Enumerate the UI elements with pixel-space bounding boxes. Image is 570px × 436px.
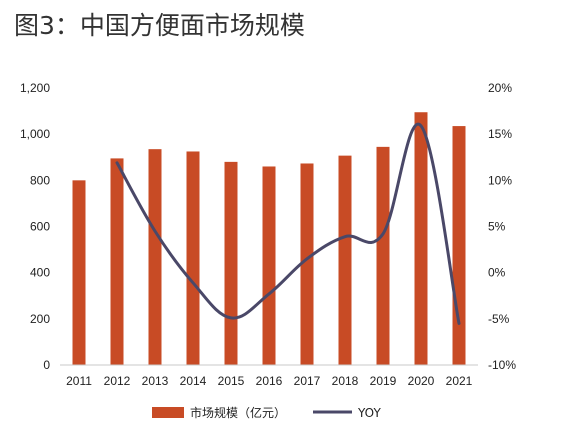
bar-2015 bbox=[224, 161, 238, 365]
bar-2011 bbox=[72, 180, 86, 365]
y-right-tick-label: 10% bbox=[488, 173, 512, 187]
y-left-tick-label: 200 bbox=[30, 312, 50, 326]
legend-bar-swatch bbox=[152, 407, 184, 418]
y-left-tick-label: 1,000 bbox=[20, 127, 50, 141]
y-left-tick-label: 600 bbox=[30, 220, 50, 234]
x-tick-label: 2015 bbox=[218, 374, 245, 388]
x-tick-label: 2012 bbox=[104, 374, 131, 388]
x-tick-label: 2019 bbox=[370, 374, 397, 388]
x-tick-label: 2017 bbox=[294, 374, 321, 388]
bar-2016 bbox=[262, 166, 276, 365]
legend-bar-label: 市场规模（亿元） bbox=[190, 405, 286, 420]
y-right-tick-label: 5% bbox=[488, 220, 506, 234]
y-right-tick-label: -5% bbox=[488, 312, 510, 326]
bar-2021 bbox=[452, 126, 466, 366]
y-right-tick-label: -10% bbox=[488, 358, 516, 372]
y-left-tick-label: 0 bbox=[43, 358, 50, 372]
x-tick-label: 2016 bbox=[256, 374, 283, 388]
bar-2014 bbox=[186, 151, 200, 365]
bar-2012 bbox=[110, 158, 124, 365]
bar-2020 bbox=[414, 112, 428, 365]
x-tick-label: 2018 bbox=[332, 374, 359, 388]
y-right-tick-label: 0% bbox=[488, 266, 506, 280]
bar-2013 bbox=[148, 149, 162, 365]
x-tick-label: 2011 bbox=[66, 374, 92, 388]
chart-title: 图3：中国方便面市场规模 bbox=[14, 11, 305, 40]
x-tick-label: 2013 bbox=[142, 374, 169, 388]
bar-2019 bbox=[376, 146, 390, 365]
x-tick-label: 2014 bbox=[180, 374, 207, 388]
x-tick-label: 2020 bbox=[408, 374, 435, 388]
bar-2017 bbox=[300, 163, 314, 365]
bar-2018 bbox=[338, 155, 352, 365]
y-left-tick-label: 1,200 bbox=[20, 81, 50, 95]
y-left-tick-label: 400 bbox=[30, 266, 50, 280]
y-left-tick-label: 800 bbox=[30, 173, 50, 187]
legend-line-label: YOY bbox=[357, 406, 381, 420]
x-tick-label: 2021 bbox=[446, 374, 473, 388]
yoy-line bbox=[115, 122, 461, 325]
y-right-tick-label: 15% bbox=[488, 127, 512, 141]
y-right-tick-label: 20% bbox=[488, 81, 512, 95]
